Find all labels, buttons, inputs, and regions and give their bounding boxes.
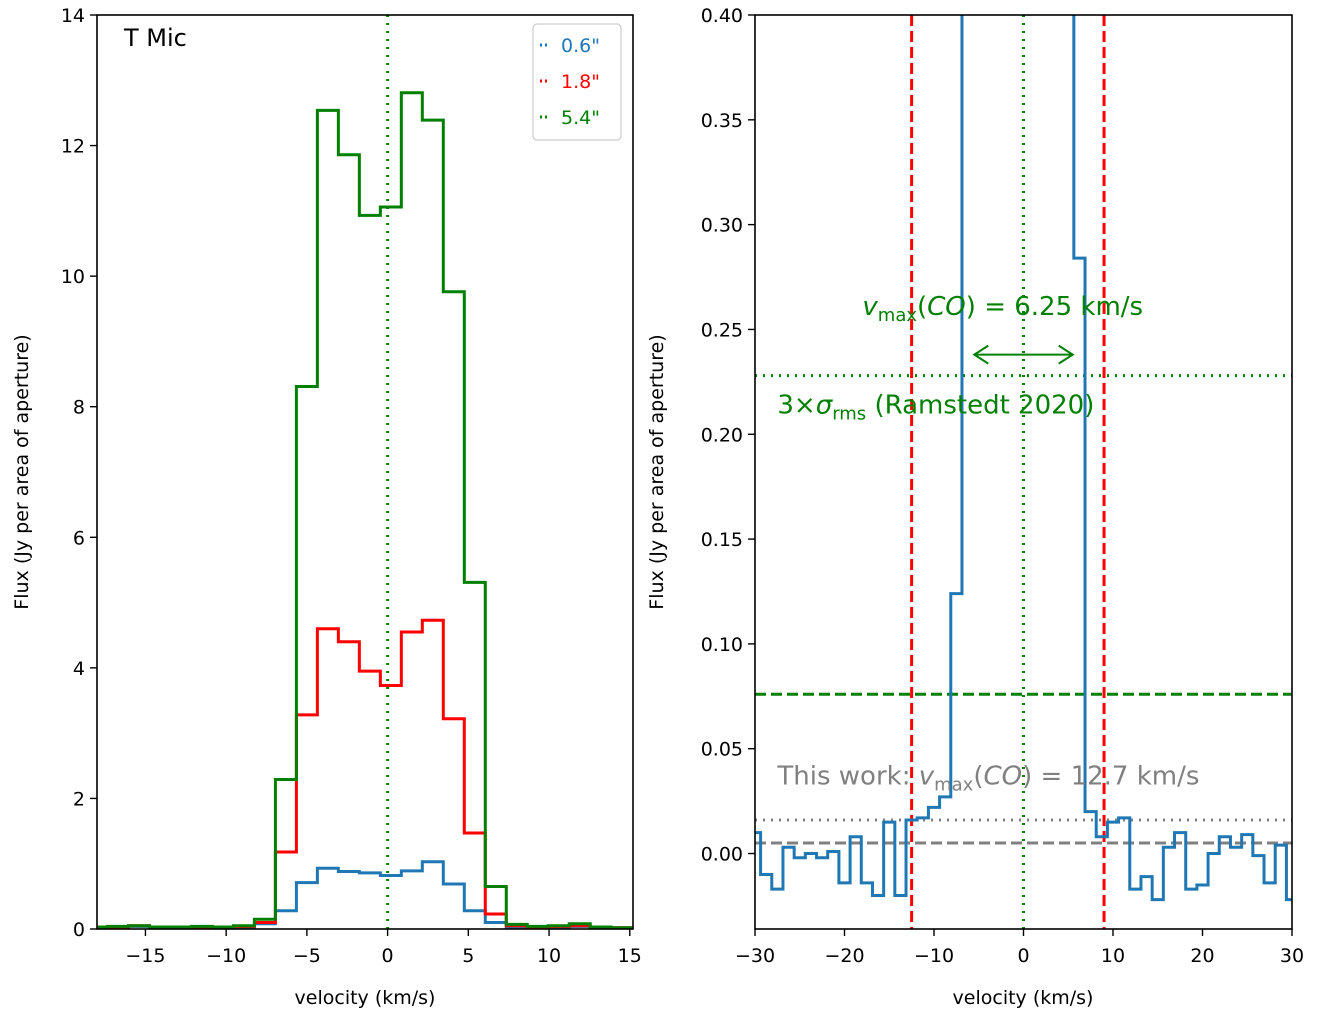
- legend-entry-label: 5.4": [561, 107, 600, 129]
- x-tick-label: 0: [382, 945, 394, 967]
- series-line-0-1: [97, 618, 633, 929]
- legend-box: [532, 23, 622, 141]
- x-tick-label: 10: [1101, 945, 1125, 967]
- x-tick-label: 20: [1190, 945, 1214, 967]
- y-tick-label: 0.20: [701, 424, 743, 446]
- y-tick-label: 0.05: [701, 739, 743, 761]
- y-tick-label: 8: [73, 397, 85, 419]
- y-tick-label: 0.10: [701, 634, 743, 656]
- x-tick-label: −10: [206, 945, 246, 967]
- annotation-text-2: 3×σrms (Ramstedt 2020): [777, 390, 1094, 424]
- y-tick-label: 12: [61, 136, 85, 158]
- right-y-axis-label: Flux (Jy per area of aperture): [646, 334, 668, 609]
- y-tick-label: 0.15: [701, 529, 743, 551]
- left-x-axis-label: velocity (km/s): [295, 987, 436, 1009]
- x-tick-label: 10: [537, 945, 561, 967]
- right-panel: vmax(CO) = 6.25 km/s 3×σrms (Ramstedt 202…: [646, 5, 1304, 1009]
- right-x-ticks: −30 −20 −10 0 10 20 30: [735, 929, 1304, 967]
- y-tick-label: 0.25: [701, 319, 743, 341]
- legend: 0.6" 1.8" 5.4": [532, 23, 622, 141]
- x-tick-label: −30: [735, 945, 775, 967]
- right-reference-lines: [755, 15, 1292, 929]
- y-tick-label: 0.30: [701, 215, 743, 237]
- x-tick-label: −20: [824, 945, 864, 967]
- left-annotation-label: T Mic: [123, 24, 187, 52]
- x-tick-label: 5: [462, 945, 474, 967]
- y-tick-label: 2: [73, 788, 85, 810]
- x-tick-label: 15: [618, 945, 642, 967]
- legend-entry-label: 0.6": [561, 35, 600, 57]
- series-line-1-0: [755, 15, 1292, 902]
- double-arrow: [972, 344, 1075, 365]
- y-tick-label: 6: [73, 527, 85, 549]
- series-line-0-2: [97, 91, 633, 929]
- right-y-ticks: 0.00 0.05 0.10 0.15 0.20 0.25 0.30 0.35 0.40: [701, 5, 755, 866]
- y-tick-label: 0.35: [701, 110, 743, 132]
- y-tick-label: 0.40: [701, 5, 743, 27]
- x-tick-label: −5: [293, 945, 321, 967]
- y-tick-label: 4: [73, 658, 85, 680]
- annotation-text-3: This work: vmax(CO) = 12.7 km/s: [776, 761, 1199, 795]
- x-tick-label: 30: [1280, 945, 1304, 967]
- y-tick-label: 0: [73, 919, 85, 941]
- left-series-group: [97, 91, 633, 929]
- right-annotations: vmax(CO) = 6.25 km/s 3×σrms (Ramstedt 202…: [776, 292, 1199, 796]
- right-series-group: [755, 15, 1292, 902]
- x-tick-label: −10: [914, 945, 954, 967]
- y-tick-label: 0.00: [701, 844, 743, 866]
- right-x-axis-label: velocity (km/s): [953, 987, 1094, 1009]
- annotation-text-0: vmax(CO) = 6.25 km/s: [862, 292, 1143, 326]
- x-tick-label: 0: [1017, 945, 1029, 967]
- legend-entry-label: 1.8": [561, 71, 600, 93]
- left-panel: −15 −10 −5 0 5 10 15 0 2 4 6 8 10 12 14 T Mic velocit…: [11, 5, 642, 1009]
- left-y-axis-label: Flux (Jy per area of aperture): [11, 334, 33, 609]
- y-tick-label: 14: [61, 5, 85, 27]
- y-tick-label: 10: [61, 266, 85, 288]
- series-line-0-0: [97, 860, 633, 929]
- left-x-ticks: −15 −10 −5 0 5 10 15: [125, 929, 642, 967]
- left-axes-frame: [96, 14, 634, 930]
- x-tick-label: −15: [125, 945, 165, 967]
- left-y-ticks: 0 2 4 6 8 10 12 14: [61, 5, 97, 941]
